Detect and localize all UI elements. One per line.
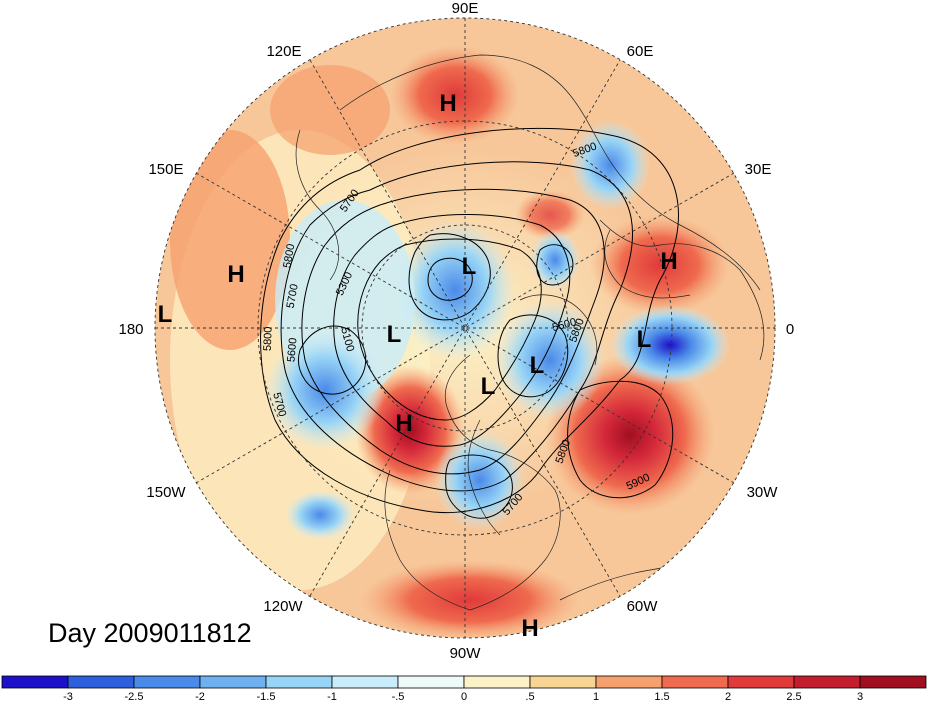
colorbar-tick-label: 1: [593, 691, 599, 702]
lon-label-180: 180: [118, 321, 143, 338]
colorbar-box: [265, 675, 333, 689]
low-pressure-marker: L: [387, 321, 402, 348]
lon-label-30w: 30W: [747, 484, 779, 501]
lon-label-90e: 90E: [452, 0, 479, 17]
colorbar-tick-label: 2.5: [786, 691, 801, 702]
colorbar-box: [199, 675, 267, 689]
longitude-labels: 90E 120E 60E 150E 30E 180 0 150W 30W 120…: [118, 0, 794, 662]
colorbar-box: [793, 675, 861, 689]
high-pressure-marker: H: [395, 410, 412, 437]
lon-label-120e: 120E: [266, 43, 301, 60]
colorbar-box: [67, 675, 135, 689]
high-pressure-marker: H: [521, 615, 538, 642]
colorbar-box: [331, 675, 399, 689]
lon-label-120w: 120W: [263, 598, 303, 615]
high-pressure-marker: H: [439, 90, 456, 117]
colorbar-tick-label: -2.5: [125, 691, 144, 702]
colorbar-tick-label: -1.5: [257, 691, 276, 702]
lon-label-150e: 150E: [148, 161, 183, 178]
lon-label-150w: 150W: [146, 484, 186, 501]
lon-label-60e: 60E: [627, 43, 654, 60]
colorbar-tick-label: .5: [525, 691, 534, 702]
colorbar-box: [1, 675, 69, 689]
low-pressure-marker: L: [462, 253, 477, 280]
height-contours: [260, 127, 679, 519]
colorbar-box: [661, 675, 729, 689]
contour-label: 5700: [285, 283, 301, 309]
grid-lines: [154, 17, 776, 639]
colorbar-box: [397, 675, 465, 689]
low-pressure-marker: L: [158, 301, 173, 328]
pressure-centers: H L H L H L L L L H L H H: [158, 90, 678, 642]
colorbar-box: [529, 675, 597, 689]
coastlines: [295, 54, 765, 611]
contour-label: 5800: [262, 326, 275, 351]
lon-label-30e: 30E: [745, 161, 772, 178]
high-pressure-marker: H: [227, 261, 244, 288]
colorbar-tick-label: 1.5: [654, 691, 669, 702]
colorbar-tick-label: -1: [327, 691, 337, 702]
lon-label-90w: 90W: [450, 645, 482, 662]
colorbar-tick-label: -3: [63, 691, 73, 702]
colorbar: -3 -2.5 -2 -1.5 -1 -.5 0 .5 1 1.5 2 2.5 3: [1, 675, 927, 702]
colorbar-boxes: [1, 675, 927, 689]
low-pressure-marker: L: [530, 352, 545, 379]
colorbar-tick-label: 0: [461, 691, 467, 702]
low-pressure-marker: L: [481, 373, 496, 400]
contour-label: 5600: [285, 337, 299, 362]
day-title: Day 2009011812: [48, 618, 252, 648]
lon-label-60w: 60W: [627, 598, 659, 615]
colorbar-labels: -3 -2.5 -2 -1.5 -1 -.5 0 .5 1 1.5 2 2.5 3: [63, 691, 863, 702]
colorbar-tick-label: 2: [725, 691, 731, 702]
colorbar-box: [133, 675, 201, 689]
anomaly-shading: [155, 18, 775, 638]
high-pressure-marker: H: [660, 248, 677, 275]
contour-label: 5800: [281, 243, 297, 269]
colorbar-box: [595, 675, 663, 689]
colorbar-tick-label: -.5: [392, 691, 405, 702]
low-pressure-marker: L: [637, 326, 652, 353]
colorbar-box: [463, 675, 531, 689]
colorbar-tick-label: 3: [857, 691, 863, 702]
colorbar-box: [859, 675, 927, 689]
colorbar-box: [727, 675, 795, 689]
colorbar-tick-label: -2: [195, 691, 205, 702]
lon-label-0: 0: [786, 321, 794, 338]
